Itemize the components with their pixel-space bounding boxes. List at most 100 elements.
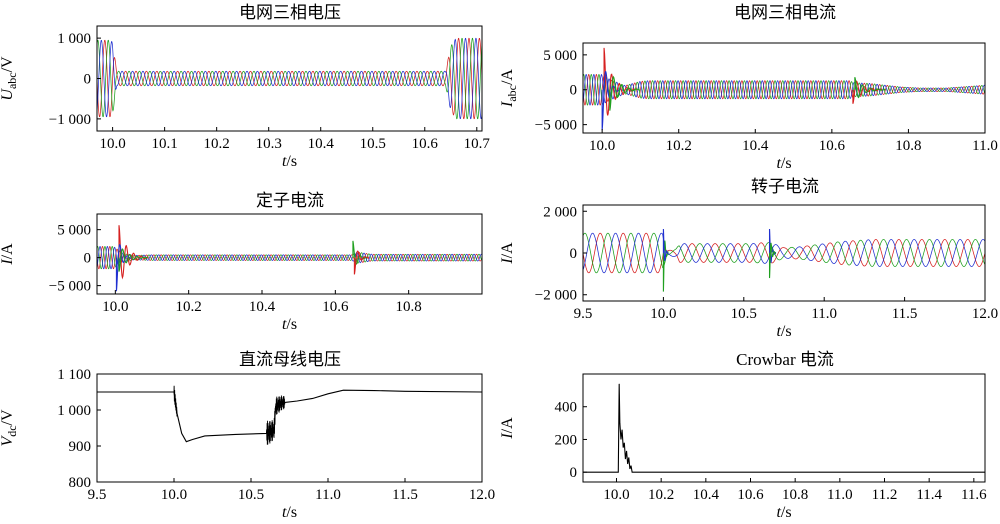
transient-spike-1 — [603, 47, 635, 116]
y-tick-label: −5 000 — [535, 118, 577, 134]
transient-spike-5 — [854, 77, 886, 99]
x-tick-label: 12.0 — [469, 487, 495, 503]
transient-spike-3 — [118, 248, 149, 272]
x-tick-label: 10.5 — [238, 487, 264, 503]
x-tick-label: 11.0 — [315, 487, 341, 503]
x-tick-label: 10.0 — [603, 487, 629, 503]
x-tick-label: 10.2 — [204, 136, 230, 152]
panel-p1: 电网三相电压 10.0 10.1 10.2 10.3 10.4 10.5 10.6 10.7 1 … — [0, 3, 490, 170]
x-tick-label: 10.2 — [648, 487, 674, 503]
x-axis-label: t/s — [776, 155, 791, 172]
chart-title: Crowbar 电流 — [736, 350, 834, 369]
x-tick-label: 11.0 — [811, 306, 837, 322]
x-tick-label: 9.5 — [88, 487, 107, 503]
x-tick-label: 10.8 — [782, 487, 808, 503]
y-tick-label: 0 — [570, 465, 578, 481]
y-tick-label: −1 000 — [49, 112, 91, 128]
x-tick-label: 10.2 — [176, 299, 202, 315]
series-line-phase-1 — [97, 37, 482, 120]
y-tick-label: −2 000 — [535, 288, 577, 304]
x-tick-label: 11.5 — [892, 306, 918, 322]
x-tick-label: 10.6 — [737, 487, 764, 503]
x-tick-label: 10.0 — [589, 138, 615, 154]
x-axis-label: t/s — [282, 153, 297, 170]
y-tick-label: 1 000 — [57, 31, 91, 47]
x-tick-label: 10.5 — [731, 306, 757, 322]
x-tick-label: 9.5 — [574, 306, 593, 322]
transient-spike-1 — [118, 225, 149, 280]
y-axis-label: I/A — [499, 417, 516, 440]
x-tick-label: 10.5 — [360, 136, 386, 152]
x-tick-label: 10.6 — [412, 136, 439, 152]
transient-spike-3 — [609, 75, 641, 111]
x-tick-label: 11.6 — [961, 487, 987, 503]
plot-area — [97, 225, 482, 292]
x-tick-label: 10.1 — [152, 136, 178, 152]
panel-p2: 电网三相电流 10.0 10.2 10.4 10.6 10.8 11.0 5 000 0 −5 0… — [499, 3, 998, 172]
panel-p5: 直流母线电压 9.5 10.0 10.5 11.0 11.5 12.0 1 100 1 000 9… — [0, 350, 495, 521]
y-axis-label: I/A — [499, 242, 516, 265]
x-tick-label: 10.7 — [464, 136, 491, 152]
chart-title: 转子电流 — [751, 177, 819, 196]
plot-frame — [582, 42, 986, 134]
x-tick-label: 10.0 — [99, 136, 125, 152]
transient-spike-4 — [352, 240, 368, 265]
y-tick-label: 0 — [84, 72, 92, 88]
x-tick-label: 11.0 — [827, 487, 853, 503]
series-line-phase-1 — [583, 74, 985, 106]
plot-frame — [582, 373, 986, 483]
plot-area — [583, 383, 985, 473]
y-tick-label: 0 — [84, 251, 92, 267]
x-tick-label: 10.8 — [895, 138, 921, 154]
x-tick-label: 10.0 — [161, 487, 187, 503]
x-tick-label: 10.6 — [322, 299, 349, 315]
y-axis-label: Uabc/V — [0, 56, 19, 101]
series-line-phase-1 — [583, 232, 985, 274]
x-tick-label: 12.0 — [972, 306, 998, 322]
series-line-phase-3 — [583, 232, 985, 274]
chart-title: 电网三相电流 — [734, 3, 836, 22]
x-tick-label: 10.2 — [666, 138, 692, 154]
ripple-2 — [265, 395, 286, 445]
ripple-1 — [173, 385, 178, 417]
x-tick-label: 10.6 — [819, 138, 846, 154]
transient-spike-5 — [353, 250, 370, 275]
plot-area — [583, 228, 985, 292]
x-tick-label: 11.0 — [972, 138, 998, 154]
plot-frame — [582, 204, 986, 302]
y-tick-label: 5 000 — [543, 48, 577, 64]
y-tick-label: 5 000 — [57, 223, 91, 239]
y-tick-label: 0 — [570, 83, 578, 99]
series-line-phase-3 — [97, 246, 482, 270]
series-line-1 — [583, 383, 985, 473]
series-line-phase-3 — [97, 37, 482, 120]
x-axis-label: t/s — [282, 504, 297, 521]
x-tick-label: 10.4 — [693, 487, 720, 503]
chart-title: 定子电流 — [256, 191, 324, 210]
y-tick-label: 2 000 — [543, 204, 577, 220]
x-tick-label: 10.4 — [742, 138, 769, 154]
x-tick-label: 10.4 — [308, 136, 335, 152]
plot-frame — [96, 373, 483, 483]
x-axis-label: t/s — [776, 323, 791, 340]
y-tick-label: 900 — [69, 439, 92, 455]
plot-frame — [96, 213, 483, 295]
y-axis-label: Iabc/A — [499, 69, 519, 108]
y-tick-label: 200 — [555, 432, 578, 448]
x-tick-label: 10.4 — [249, 299, 276, 315]
x-tick-label: 11.4 — [916, 487, 942, 503]
panel-p6: Crowbar 电流 10.0 10.2 10.4 10.6 10.8 11.0 11.2 11… — [499, 350, 987, 521]
y-axis-label: I/A — [0, 243, 16, 266]
x-axis-label: t/s — [282, 316, 297, 333]
series-line-1 — [97, 389, 482, 443]
chart-title: 直流母线电压 — [239, 350, 341, 369]
chart-title: 电网三相电压 — [239, 3, 341, 22]
series-line-phase-3 — [583, 73, 985, 106]
y-tick-label: 800 — [69, 475, 92, 491]
y-tick-label: 1 000 — [57, 403, 91, 419]
y-tick-label: 1 100 — [57, 367, 91, 383]
plot-area — [583, 47, 985, 131]
y-axis-label: Vdc/V — [0, 409, 19, 447]
transient-spike-4 — [768, 242, 777, 279]
